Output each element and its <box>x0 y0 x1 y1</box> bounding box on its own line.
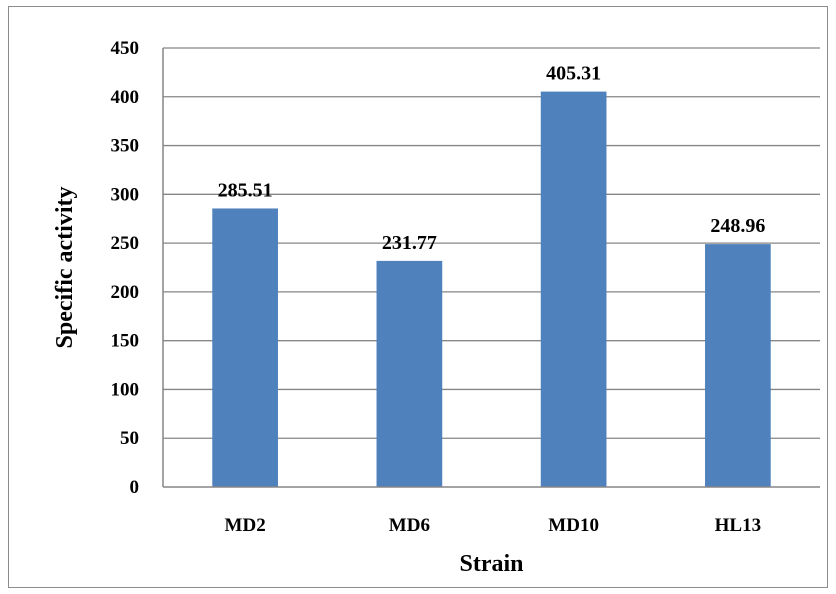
y-tick-label: 50 <box>120 428 139 449</box>
bar-md10 <box>540 91 607 487</box>
y-tick-label: 350 <box>111 136 140 157</box>
y-tick-label: 150 <box>111 331 140 352</box>
x-tick-label: MD6 <box>389 515 430 536</box>
bar-hl13 <box>705 244 771 487</box>
data-labels: 285.51 231.77 405.31 248.96 <box>218 63 766 254</box>
y-axis-title: Specific activity <box>52 187 78 349</box>
y-tick-label: 400 <box>111 87 140 108</box>
x-tick-label: MD2 <box>225 515 266 536</box>
data-label: 248.96 <box>710 215 765 237</box>
y-tick-label: 300 <box>111 184 140 205</box>
y-tick-label: 0 <box>130 477 140 498</box>
y-tick-label: 100 <box>111 379 140 400</box>
y-tick-label: 200 <box>111 282 140 303</box>
x-tick-label: MD10 <box>548 515 599 536</box>
x-axis-title: Strain <box>459 551 523 577</box>
y-tick-label: 450 <box>111 38 140 59</box>
y-axis-tick-labels: 0 50 100 150 200 250 300 350 400 450 <box>111 38 140 498</box>
data-label: 405.31 <box>546 63 601 85</box>
bar-md2 <box>212 208 278 488</box>
data-label: 285.51 <box>218 179 273 201</box>
data-label: 231.77 <box>382 232 437 254</box>
bar-md6 <box>376 260 443 487</box>
x-tick-label: HL13 <box>715 515 761 536</box>
x-axis-tick-labels: MD2 MD6 MD10 HL13 <box>225 515 762 536</box>
y-tick-label: 250 <box>111 233 140 254</box>
bars <box>212 91 771 488</box>
